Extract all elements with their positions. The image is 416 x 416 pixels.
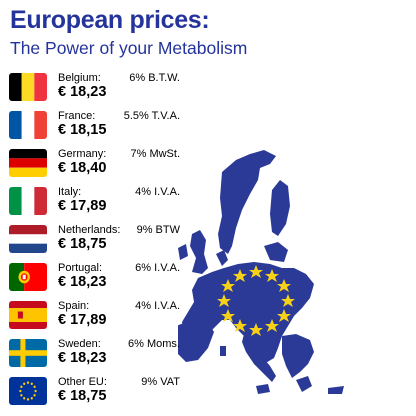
eu-stars bbox=[217, 265, 295, 336]
country-label: Sweden: bbox=[58, 338, 101, 350]
tax-label: 4% I.V.A. bbox=[135, 300, 180, 312]
france-flag-icon bbox=[9, 111, 47, 139]
country-label: Italy: bbox=[58, 186, 82, 198]
price-row-belgium: Belgium: 6% B.T.W. € 18,23 bbox=[0, 70, 200, 106]
price-value: € 18,15 bbox=[58, 122, 107, 138]
country-label: Portugal: bbox=[58, 262, 103, 274]
page-subtitle: The Power of your Metabolism bbox=[10, 38, 248, 58]
tax-label: 7% MwSt. bbox=[130, 148, 180, 160]
price-value: € 18,75 bbox=[58, 388, 107, 404]
portugal-flag-icon bbox=[9, 263, 47, 291]
price-value: € 18,23 bbox=[58, 350, 107, 366]
price-row-portugal: Portugal: 6% I.V.A. € 18,23 bbox=[0, 260, 200, 296]
country-label: Germany: bbox=[58, 148, 107, 160]
tax-label: 4% I.V.A. bbox=[135, 186, 180, 198]
germany-flag-icon bbox=[9, 149, 47, 177]
price-value: € 18,75 bbox=[58, 236, 107, 252]
tax-label: 6% B.T.W. bbox=[129, 72, 180, 84]
price-value: € 18,23 bbox=[58, 84, 107, 100]
price-row-other-eu: Other EU: 9% VAT € 18,75 bbox=[0, 374, 200, 410]
price-value: € 18,23 bbox=[58, 274, 107, 290]
page-title: European prices: bbox=[10, 6, 210, 34]
netherlands-flag-icon bbox=[9, 225, 47, 253]
tax-label: 9% BTW bbox=[136, 224, 180, 236]
tax-label: 9% VAT bbox=[141, 376, 180, 388]
sweden-flag-icon bbox=[9, 339, 47, 367]
eu-flag-icon bbox=[9, 377, 47, 405]
belgium-flag-icon bbox=[9, 73, 47, 101]
italy-flag-icon bbox=[9, 187, 47, 215]
price-row-sweden: Sweden: 6% Moms. € 18,23 bbox=[0, 336, 200, 372]
country-label: Spain: bbox=[58, 300, 90, 312]
price-row-italy: Italy: 4% I.V.A. € 17,89 bbox=[0, 184, 200, 220]
price-value: € 17,89 bbox=[58, 312, 107, 328]
country-label: France: bbox=[58, 110, 96, 122]
price-row-germany: Germany: 7% MwSt. € 18,40 bbox=[0, 146, 200, 182]
eu-map-icon bbox=[178, 150, 344, 394]
price-value: € 18,40 bbox=[58, 160, 107, 176]
price-value: € 17,89 bbox=[58, 198, 107, 214]
price-row-france: France: 5.5% T.V.A. € 18,15 bbox=[0, 108, 200, 144]
spain-flag-icon bbox=[9, 301, 47, 329]
tax-label: 5.5% T.V.A. bbox=[123, 110, 180, 122]
price-row-spain: Spain: 4% I.V.A. € 17,89 bbox=[0, 298, 200, 334]
price-row-netherlands: Netherlands: 9% BTW € 18,75 bbox=[0, 222, 200, 258]
country-label: Belgium: bbox=[58, 72, 101, 84]
tax-label: 6% I.V.A. bbox=[135, 262, 180, 274]
country-label: Netherlands: bbox=[58, 224, 121, 236]
country-label: Other EU: bbox=[58, 376, 107, 388]
tax-label: 6% Moms. bbox=[128, 338, 180, 350]
